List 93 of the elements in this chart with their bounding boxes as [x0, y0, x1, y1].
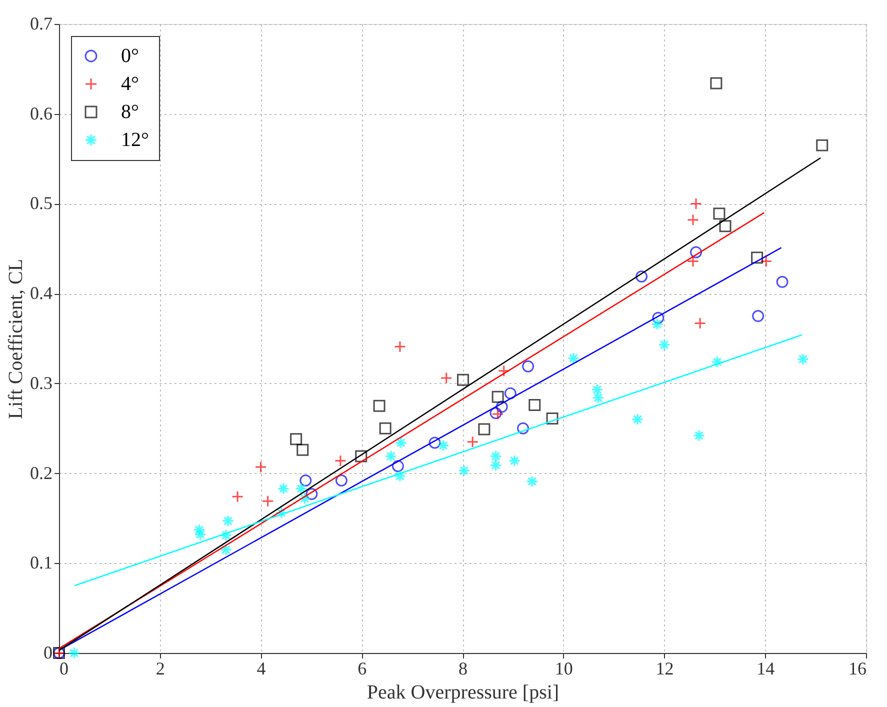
y-tick-label: 0.4 [30, 283, 52, 304]
point [498, 364, 510, 377]
point [298, 492, 311, 504]
point [392, 460, 404, 472]
point [591, 384, 604, 396]
y-tick-label: 0.1 [30, 552, 52, 573]
point [687, 214, 699, 226]
x-tick-label: 0 [60, 658, 68, 678]
point [394, 436, 407, 449]
point [687, 255, 699, 268]
point [296, 444, 309, 456]
point [254, 461, 267, 473]
point [546, 412, 558, 424]
x-tick-label: 12 [656, 658, 674, 678]
point [222, 514, 234, 527]
point [694, 317, 706, 330]
legend-label: 0° [121, 45, 139, 67]
legend-label: 8° [121, 101, 139, 123]
point [690, 246, 702, 258]
legend-label: 12° [121, 129, 149, 151]
point [275, 506, 288, 519]
x-tick-label: 10 [554, 658, 573, 678]
x-tick-label: 8 [458, 658, 468, 678]
point [504, 387, 516, 400]
y-tick-label: 0.7 [30, 14, 52, 34]
y-tick-label: 0.3 [30, 372, 52, 393]
point [522, 360, 534, 372]
point [490, 459, 502, 472]
point [636, 270, 648, 282]
y-tick-label: 0.5 [30, 193, 52, 214]
point [478, 423, 490, 436]
point [232, 490, 244, 503]
point [379, 422, 392, 434]
point [300, 474, 312, 486]
x-tick-label: 14 [756, 658, 775, 678]
point [428, 436, 441, 449]
point [752, 310, 764, 322]
point [508, 454, 520, 467]
point [517, 422, 530, 434]
legend-label: 4° [121, 73, 139, 95]
point [457, 374, 469, 386]
x-tick-label: 4 [256, 658, 266, 678]
point [290, 433, 302, 446]
point [220, 529, 232, 542]
point [277, 482, 290, 495]
point [466, 436, 479, 448]
point [526, 475, 538, 488]
y-axis-title: Lift Coefficient, CL [5, 258, 27, 420]
y-tick-label: 0.2 [30, 462, 52, 483]
y-tick-label: 0.6 [30, 103, 52, 124]
point [776, 276, 788, 288]
point [690, 198, 702, 210]
point [394, 340, 406, 353]
point [295, 482, 308, 495]
point [496, 400, 508, 413]
point [440, 372, 452, 384]
point [394, 470, 406, 482]
point [711, 356, 724, 368]
point [193, 524, 206, 536]
point [567, 352, 580, 364]
point [651, 318, 664, 330]
point [355, 450, 368, 462]
point [306, 488, 318, 500]
point [334, 454, 346, 467]
point [458, 464, 470, 477]
point [652, 312, 664, 324]
point [719, 220, 732, 232]
point [373, 400, 386, 412]
point [713, 208, 726, 220]
point [68, 647, 80, 659]
x-tick-label: 6 [358, 658, 367, 678]
point [816, 139, 828, 152]
point [693, 430, 706, 442]
point [658, 338, 670, 351]
point [220, 544, 232, 556]
y-tick-label: 0 [44, 642, 52, 662]
point [592, 392, 604, 404]
x-tick-label: 16 [848, 658, 866, 678]
point [490, 450, 502, 462]
point [760, 255, 772, 268]
point [796, 353, 809, 366]
point [335, 474, 348, 486]
point [437, 439, 450, 452]
point [492, 390, 504, 403]
point [528, 399, 541, 411]
point [384, 450, 397, 462]
x-tick-label: 2 [156, 658, 165, 678]
point [194, 528, 206, 540]
point [632, 413, 644, 426]
point [751, 252, 764, 264]
point [262, 495, 274, 508]
x-axis-title: Peak Overpressure [psi] [366, 682, 560, 704]
point [710, 77, 722, 90]
